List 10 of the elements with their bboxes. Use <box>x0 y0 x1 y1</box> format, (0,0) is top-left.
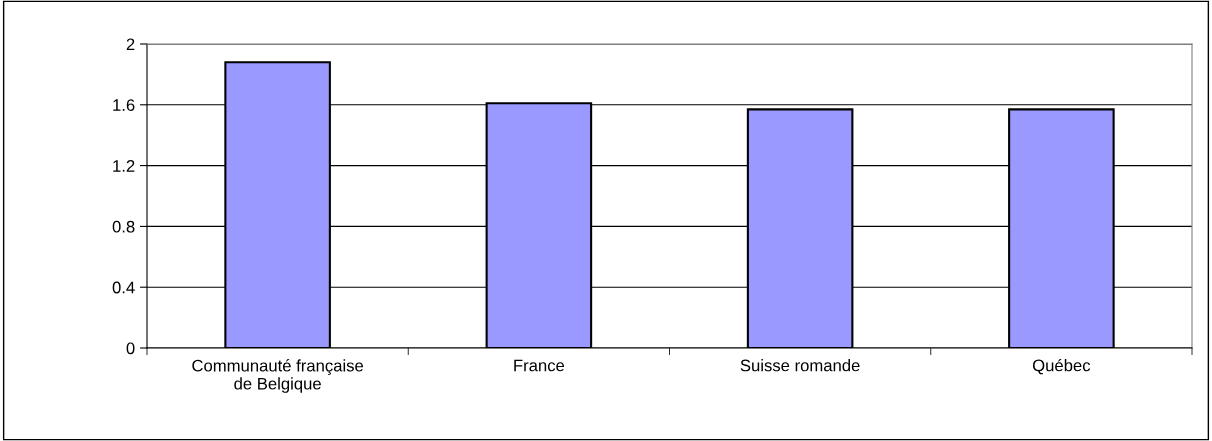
y-tick-label: 0 <box>126 342 135 355</box>
x-tick-label: Suisse romande <box>740 359 860 372</box>
x-tick-label: Communauté française de Belgique <box>192 359 364 393</box>
y-tick-label: 0.8 <box>112 220 135 233</box>
x-tick-label: France <box>514 359 565 372</box>
y-tick-label: 1.2 <box>113 160 135 172</box>
y-tick-label: 2 <box>126 38 135 51</box>
x-tick-label: Québec <box>1032 358 1091 375</box>
y-tick-label: 0.4 <box>112 281 135 294</box>
y-tick-label: 1.6 <box>113 99 135 111</box>
